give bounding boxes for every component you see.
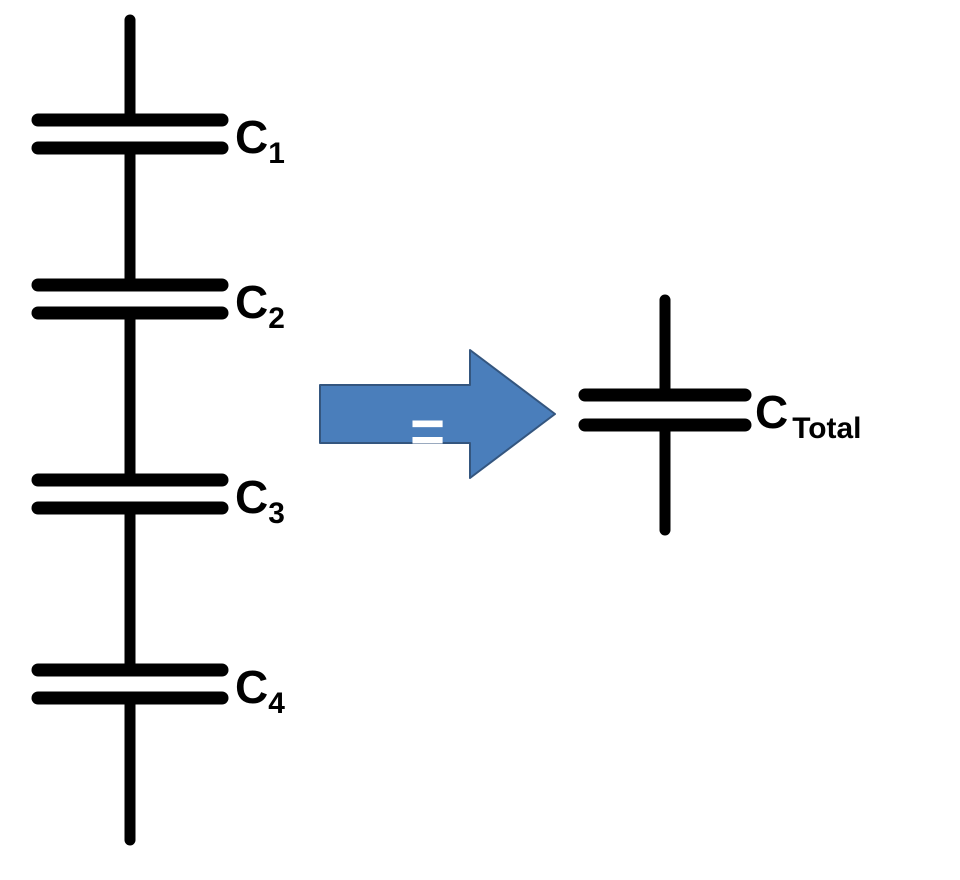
label-c2: C2 <box>235 275 285 336</box>
label-c4: C4 <box>235 660 285 721</box>
label-ctotal: CTotal <box>755 385 861 446</box>
label-c1: C1 <box>235 110 285 171</box>
label-c3: C3 <box>235 470 285 531</box>
equals-sign: = <box>410 397 445 466</box>
